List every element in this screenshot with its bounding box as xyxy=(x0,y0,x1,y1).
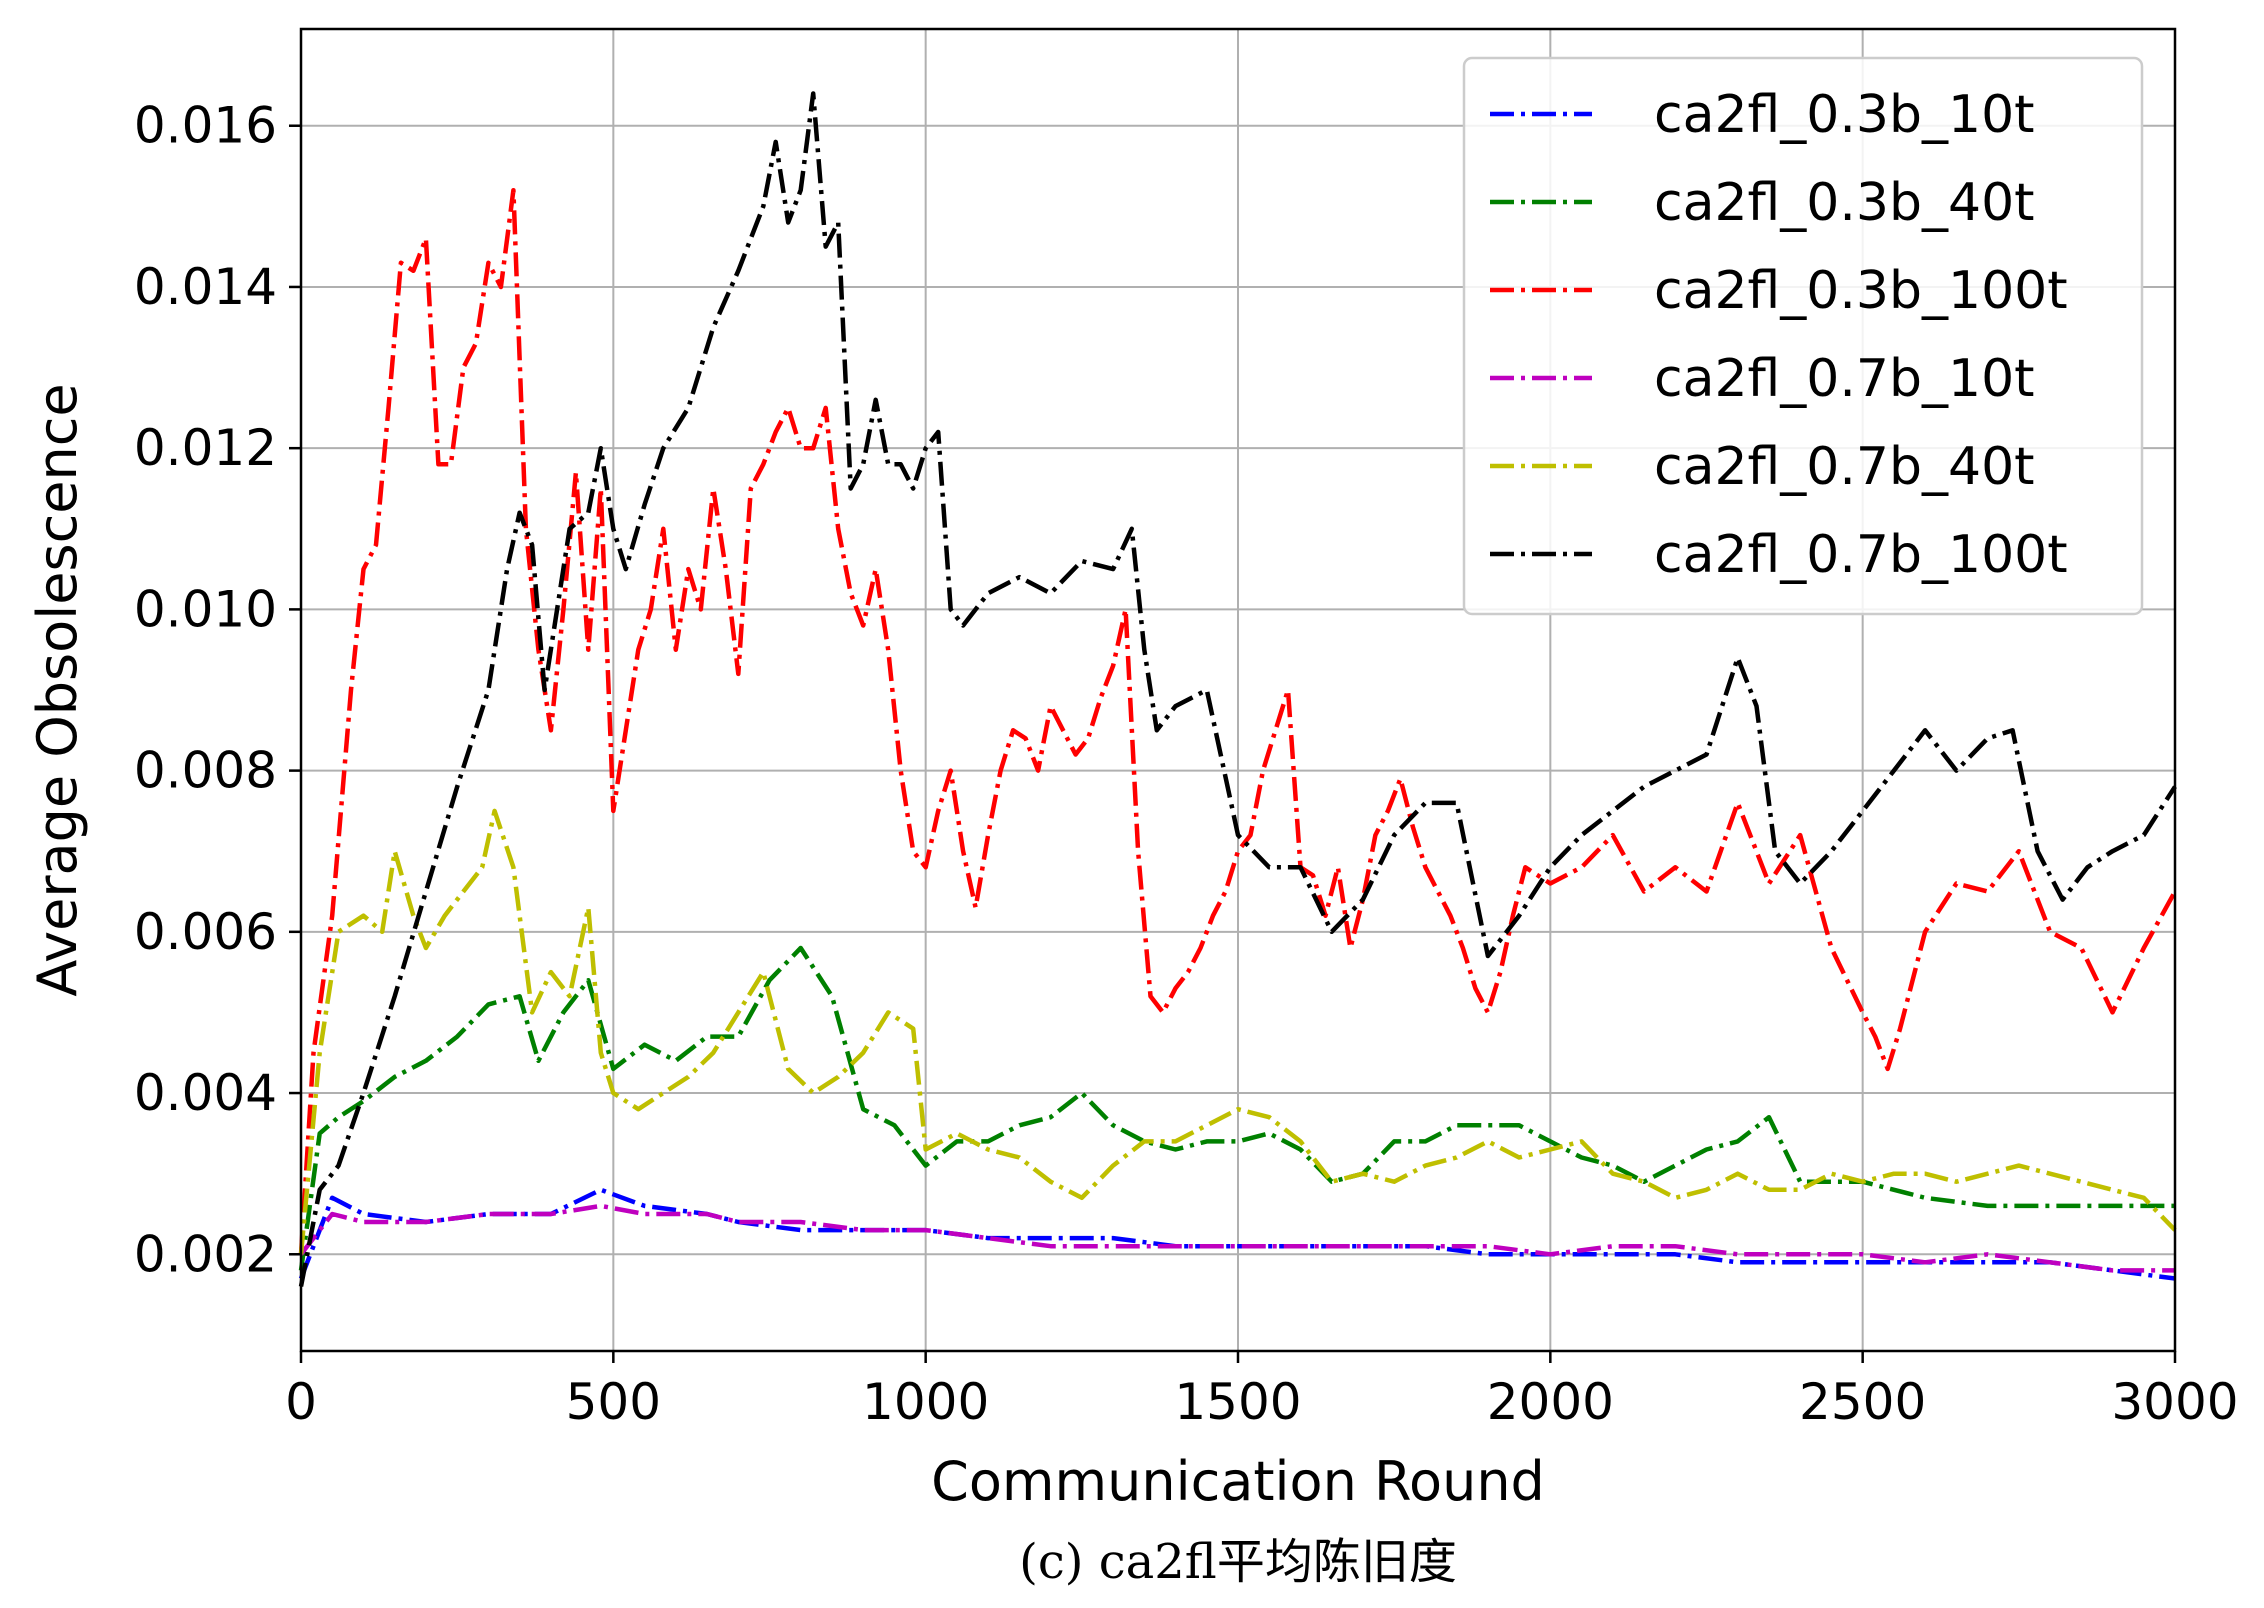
x-tick-label: 0 xyxy=(285,1373,317,1431)
series-line-ca2fl-0-7b-10t xyxy=(299,1203,2175,1273)
y-tick-label: 0.008 xyxy=(134,742,277,800)
x-tick-label: 2000 xyxy=(1487,1373,1614,1431)
figure-caption: (c) ca2fl平均陈旧度 xyxy=(1019,1534,1457,1590)
y-tick-label: 0.014 xyxy=(134,258,277,316)
legend-label: ca2fl_0.3b_100t xyxy=(1654,261,2068,321)
x-axis-label: Communication Round xyxy=(931,1450,1545,1513)
y-tick-label: 0.002 xyxy=(134,1225,277,1283)
y-tick-label: 0.016 xyxy=(134,97,277,155)
y-axis-label: Average Obsolescence xyxy=(26,383,89,996)
axis-ticks: 0 500 1000 1500 2000 2500 3000 0.002 0.004 0.006 0… xyxy=(134,97,2239,1431)
x-tick-label: 500 xyxy=(566,1373,661,1431)
legend-box xyxy=(1462,56,2144,616)
legend-label: ca2fl_0.7b_10t xyxy=(1654,349,2035,409)
y-tick-label: 0.004 xyxy=(134,1064,277,1122)
series-line-ca2fl-0-3b-40t xyxy=(298,945,2175,1271)
legend: ca2fl_0.3b_10t ca2fl_0.3b_40t ca2fl_0.3b_1… xyxy=(1462,56,2144,616)
x-tick-label: 3000 xyxy=(2111,1373,2238,1431)
y-tick-label: 0.010 xyxy=(134,580,277,638)
legend-label: ca2fl_0.3b_10t xyxy=(1654,85,2035,145)
legend-label: ca2fl_0.7b_100t xyxy=(1654,525,2068,585)
legend-label: ca2fl_0.7b_40t xyxy=(1654,437,2035,497)
series-line-ca2fl-0-7b-100t xyxy=(298,91,2177,1287)
legend-label: ca2fl_0.3b_40t xyxy=(1654,173,2035,233)
series-line-ca2fl-0-7b-40t xyxy=(298,808,2177,1255)
y-tick-label: 0.006 xyxy=(134,903,277,961)
y-tick-label: 0.012 xyxy=(134,419,277,477)
x-tick-label: 1000 xyxy=(862,1373,989,1431)
series-lines xyxy=(298,91,2177,1287)
x-tick-label: 2500 xyxy=(1799,1373,1926,1431)
x-tick-label: 1500 xyxy=(1174,1373,1301,1431)
